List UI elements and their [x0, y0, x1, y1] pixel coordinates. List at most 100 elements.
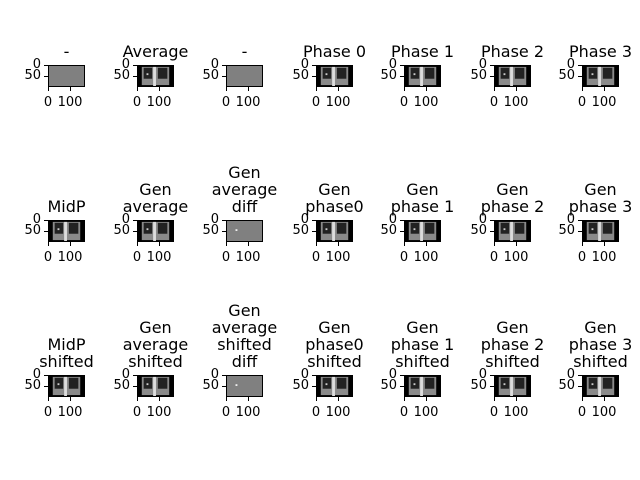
- image-panel: [494, 65, 531, 87]
- x-tick-label: 100: [57, 95, 83, 110]
- subplot-title: MidP: [47, 197, 86, 216]
- x-tick-label: 0: [221, 95, 231, 110]
- image-panel: [226, 375, 263, 397]
- x-tick-mark: [48, 242, 49, 246]
- x-tick-mark: [70, 242, 71, 246]
- x-tick-label: 0: [43, 250, 53, 265]
- y-tick-label: 50: [470, 223, 487, 238]
- subplot: - 0 50 0 100: [202, 43, 263, 109]
- x-tick-mark: [226, 87, 227, 91]
- x-tick-mark: [226, 397, 227, 401]
- x-tick-label: 0: [221, 250, 231, 265]
- y-tick-label: 0: [478, 57, 487, 72]
- x-tick-mark: [248, 397, 249, 401]
- x-tick-label: 0: [221, 405, 231, 420]
- subplot-title: MidP shifted: [39, 335, 94, 371]
- y-tick-mark: [578, 76, 582, 77]
- subplot: Phase 2 0 50 0 100: [470, 43, 544, 109]
- x-tick-mark: [137, 397, 138, 401]
- y-tick-mark: [400, 231, 404, 232]
- y-tick-mark: [312, 375, 316, 376]
- subplot: - 0 50 0 100: [24, 43, 85, 109]
- y-tick-label: 50: [113, 223, 130, 238]
- x-tick-mark: [426, 87, 427, 91]
- x-tick-label: 0: [132, 250, 142, 265]
- x-tick-label: 0: [489, 405, 499, 420]
- subplot-title: Gen phase 3: [568, 180, 633, 216]
- y-tick-mark: [133, 65, 137, 66]
- x-tick-label: 100: [503, 405, 529, 420]
- x-tick-mark: [316, 242, 317, 246]
- y-tick-label: 0: [32, 57, 41, 72]
- y-tick-label: 0: [121, 57, 130, 72]
- image-panel: [48, 375, 85, 397]
- y-tick-label: 50: [113, 378, 130, 393]
- x-tick-mark: [494, 87, 495, 91]
- y-tick-mark: [133, 386, 137, 387]
- y-tick-mark: [490, 375, 494, 376]
- subplot: Average 0 50 0 100: [113, 43, 188, 109]
- x-tick-mark: [426, 242, 427, 246]
- y-tick-label: 50: [24, 378, 41, 393]
- x-tick-label: 100: [146, 95, 172, 110]
- subplot-title: -: [241, 42, 248, 61]
- x-tick-label: 100: [503, 95, 529, 110]
- image-panel: [404, 375, 441, 397]
- subplot: Phase 3 0 50 0 100: [558, 43, 632, 109]
- x-tick-mark: [316, 87, 317, 91]
- x-tick-mark: [404, 242, 405, 246]
- image-panel: [137, 65, 174, 87]
- y-tick-label: 0: [121, 212, 130, 227]
- x-tick-label: 100: [325, 250, 351, 265]
- x-tick-mark: [338, 87, 339, 91]
- x-tick-label: 0: [577, 95, 587, 110]
- y-tick-label: 0: [32, 367, 41, 382]
- subplot-title: Gen phase 2: [480, 180, 545, 216]
- y-tick-mark: [222, 375, 226, 376]
- x-tick-label: 0: [577, 250, 587, 265]
- y-tick-mark: [133, 231, 137, 232]
- x-tick-label: 100: [57, 250, 83, 265]
- y-tick-label: 0: [210, 367, 219, 382]
- x-tick-label: 0: [43, 95, 53, 110]
- x-tick-mark: [582, 242, 583, 246]
- y-tick-label: 0: [478, 212, 487, 227]
- image-panel: [226, 65, 263, 87]
- subplot-title: Gen average shifted: [122, 318, 189, 371]
- x-tick-mark: [159, 87, 160, 91]
- image-panel: [48, 65, 85, 87]
- subplot: Gen phase 1 0 50 0 100: [380, 181, 454, 264]
- x-tick-label: 0: [311, 95, 321, 110]
- x-tick-mark: [516, 87, 517, 91]
- x-tick-mark: [248, 242, 249, 246]
- subplot: MidP 0 50 0 100: [24, 198, 85, 264]
- x-tick-mark: [494, 242, 495, 246]
- y-tick-mark: [400, 76, 404, 77]
- y-tick-mark: [578, 231, 582, 232]
- x-tick-label: 100: [235, 95, 261, 110]
- x-tick-label: 0: [399, 95, 409, 110]
- y-tick-label: 50: [292, 68, 309, 83]
- y-tick-label: 0: [566, 57, 575, 72]
- x-tick-label: 0: [311, 250, 321, 265]
- image-panel: [48, 220, 85, 242]
- y-tick-label: 50: [202, 223, 219, 238]
- x-tick-mark: [226, 242, 227, 246]
- y-tick-label: 50: [558, 68, 575, 83]
- subplot: Gen average 0 50 0 100: [113, 181, 188, 264]
- x-tick-mark: [404, 87, 405, 91]
- subplot-title: Phase 2: [480, 42, 545, 61]
- x-tick-label: 0: [489, 250, 499, 265]
- image-panel: [137, 220, 174, 242]
- x-tick-label: 100: [235, 405, 261, 420]
- x-tick-mark: [48, 397, 49, 401]
- y-tick-label: 50: [292, 378, 309, 393]
- y-tick-mark: [400, 386, 404, 387]
- x-tick-label: 0: [311, 405, 321, 420]
- y-tick-label: 0: [300, 57, 309, 72]
- y-tick-mark: [44, 375, 48, 376]
- image-panel: [404, 220, 441, 242]
- y-tick-label: 50: [24, 68, 41, 83]
- y-tick-label: 0: [388, 57, 397, 72]
- y-tick-label: 0: [566, 367, 575, 382]
